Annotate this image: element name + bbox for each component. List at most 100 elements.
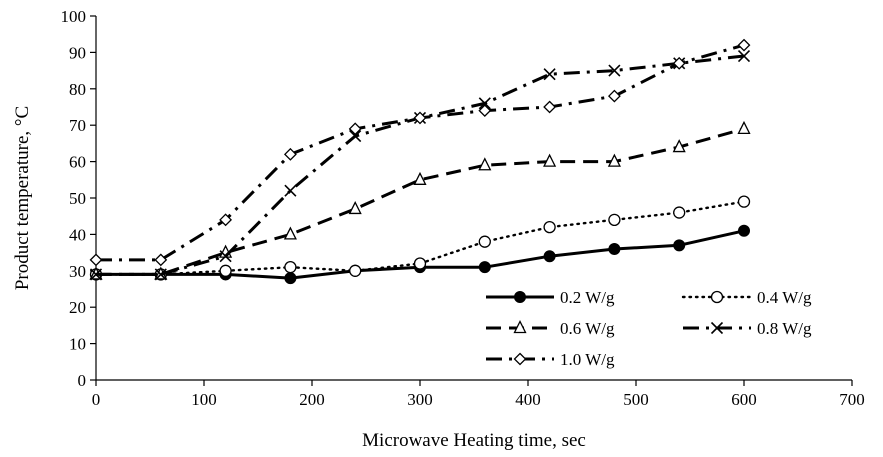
marker-shape (219, 213, 233, 227)
x-axis-title: Microwave Heating time, sec (362, 430, 586, 451)
series-line (96, 43, 745, 262)
data-point (284, 261, 297, 274)
marker-shape (738, 224, 750, 237)
data-point (673, 239, 686, 252)
marker-shape (710, 290, 724, 304)
y-tick-label: 80 (69, 80, 86, 99)
data-point (154, 268, 167, 281)
legend-label: 0.2 W/g (560, 288, 615, 307)
marker-shape (710, 321, 724, 335)
data-point (89, 253, 103, 267)
x-tick-label: 400 (515, 390, 541, 409)
marker-shape (543, 153, 557, 167)
data-point (413, 257, 427, 270)
data-point (543, 220, 556, 234)
marker-shape (514, 291, 526, 303)
marker-shape (348, 122, 362, 136)
data-point (737, 49, 751, 63)
data-point (478, 97, 491, 110)
data-point (543, 100, 557, 114)
x-tick-label: 200 (299, 390, 325, 409)
data-point (608, 64, 621, 77)
marker-shape (219, 264, 232, 277)
marker-shape (284, 261, 297, 274)
marker-shape (513, 352, 527, 366)
data-point (737, 38, 751, 52)
y-tick-label: 0 (78, 371, 87, 390)
data-point (284, 272, 297, 285)
marker-shape (672, 139, 686, 153)
data-point (672, 139, 686, 153)
data-point (738, 224, 750, 237)
marker-shape (219, 250, 232, 263)
marker-shape (543, 100, 557, 114)
marker-shape (607, 153, 621, 167)
marker-shape (608, 64, 621, 77)
data-point (349, 130, 362, 143)
legend: 0.2 W/g 0.4 W/g 0.6 W/g 0.8 W/g 1.0 W/g (486, 288, 812, 369)
marker-shape (737, 49, 751, 63)
y-tick-label: 10 (69, 335, 86, 354)
data-point (673, 206, 686, 219)
legend-entry-1: 0.4 W/g (681, 288, 812, 307)
legend-entry-3: 0.8 W/g (683, 319, 812, 338)
legend-label: 0.6 W/g (560, 319, 615, 338)
data-point (283, 226, 297, 240)
marker-shape (543, 220, 556, 234)
legend-marker (710, 321, 724, 335)
marker-shape (478, 261, 491, 274)
data-point (607, 89, 621, 103)
marker-shape (478, 104, 492, 118)
legend-marker (710, 290, 724, 304)
legend-marker (513, 320, 527, 334)
data-point (478, 261, 491, 274)
data-point (737, 120, 751, 134)
y-tick-label: 60 (69, 153, 86, 172)
marker-shape (673, 206, 686, 219)
marker-shape (478, 235, 491, 248)
y-tick-label: 50 (69, 189, 86, 208)
data-point (219, 213, 233, 227)
marker-shape (413, 171, 427, 185)
y-tick-label: 70 (69, 116, 86, 135)
data-point (283, 147, 297, 161)
data-point (89, 268, 103, 281)
data-point (737, 195, 751, 208)
series-line (96, 127, 745, 276)
data-point (348, 200, 362, 215)
legend-label: 1.0 W/g (560, 350, 615, 369)
marker-shape (608, 213, 621, 226)
legend-label: 0.8 W/g (757, 319, 812, 338)
data-point (543, 250, 556, 263)
data-point (478, 104, 492, 118)
x-tick-label: 700 (839, 390, 865, 409)
x-tick-label: 300 (407, 390, 433, 409)
legend-marker (514, 291, 526, 303)
marker-shape (283, 226, 297, 240)
y-tick-label: 40 (69, 225, 86, 244)
marker-shape (89, 253, 103, 267)
marker-shape (737, 195, 751, 208)
series-1 (89, 195, 751, 281)
y-tick-label: 20 (69, 298, 86, 317)
y-tick-label: 30 (69, 262, 86, 281)
data-point (219, 264, 232, 277)
data-point (219, 250, 232, 263)
marker-shape (349, 264, 362, 277)
marker-shape (284, 272, 297, 285)
marker-shape (673, 239, 686, 252)
marker-shape (543, 250, 556, 263)
marker-shape (154, 253, 168, 267)
data-point (413, 111, 427, 125)
x-tick-label: 600 (731, 390, 757, 409)
data-point (154, 253, 168, 267)
marker-shape (737, 120, 751, 134)
marker-shape (89, 268, 103, 281)
data-point (349, 264, 362, 277)
y-axis-title: Product temperature, °C (12, 106, 33, 290)
x-tick-label: 0 (92, 390, 101, 409)
data-point (543, 68, 556, 81)
legend-marker (513, 352, 527, 366)
legend-entry-0: 0.2 W/g (486, 288, 615, 307)
